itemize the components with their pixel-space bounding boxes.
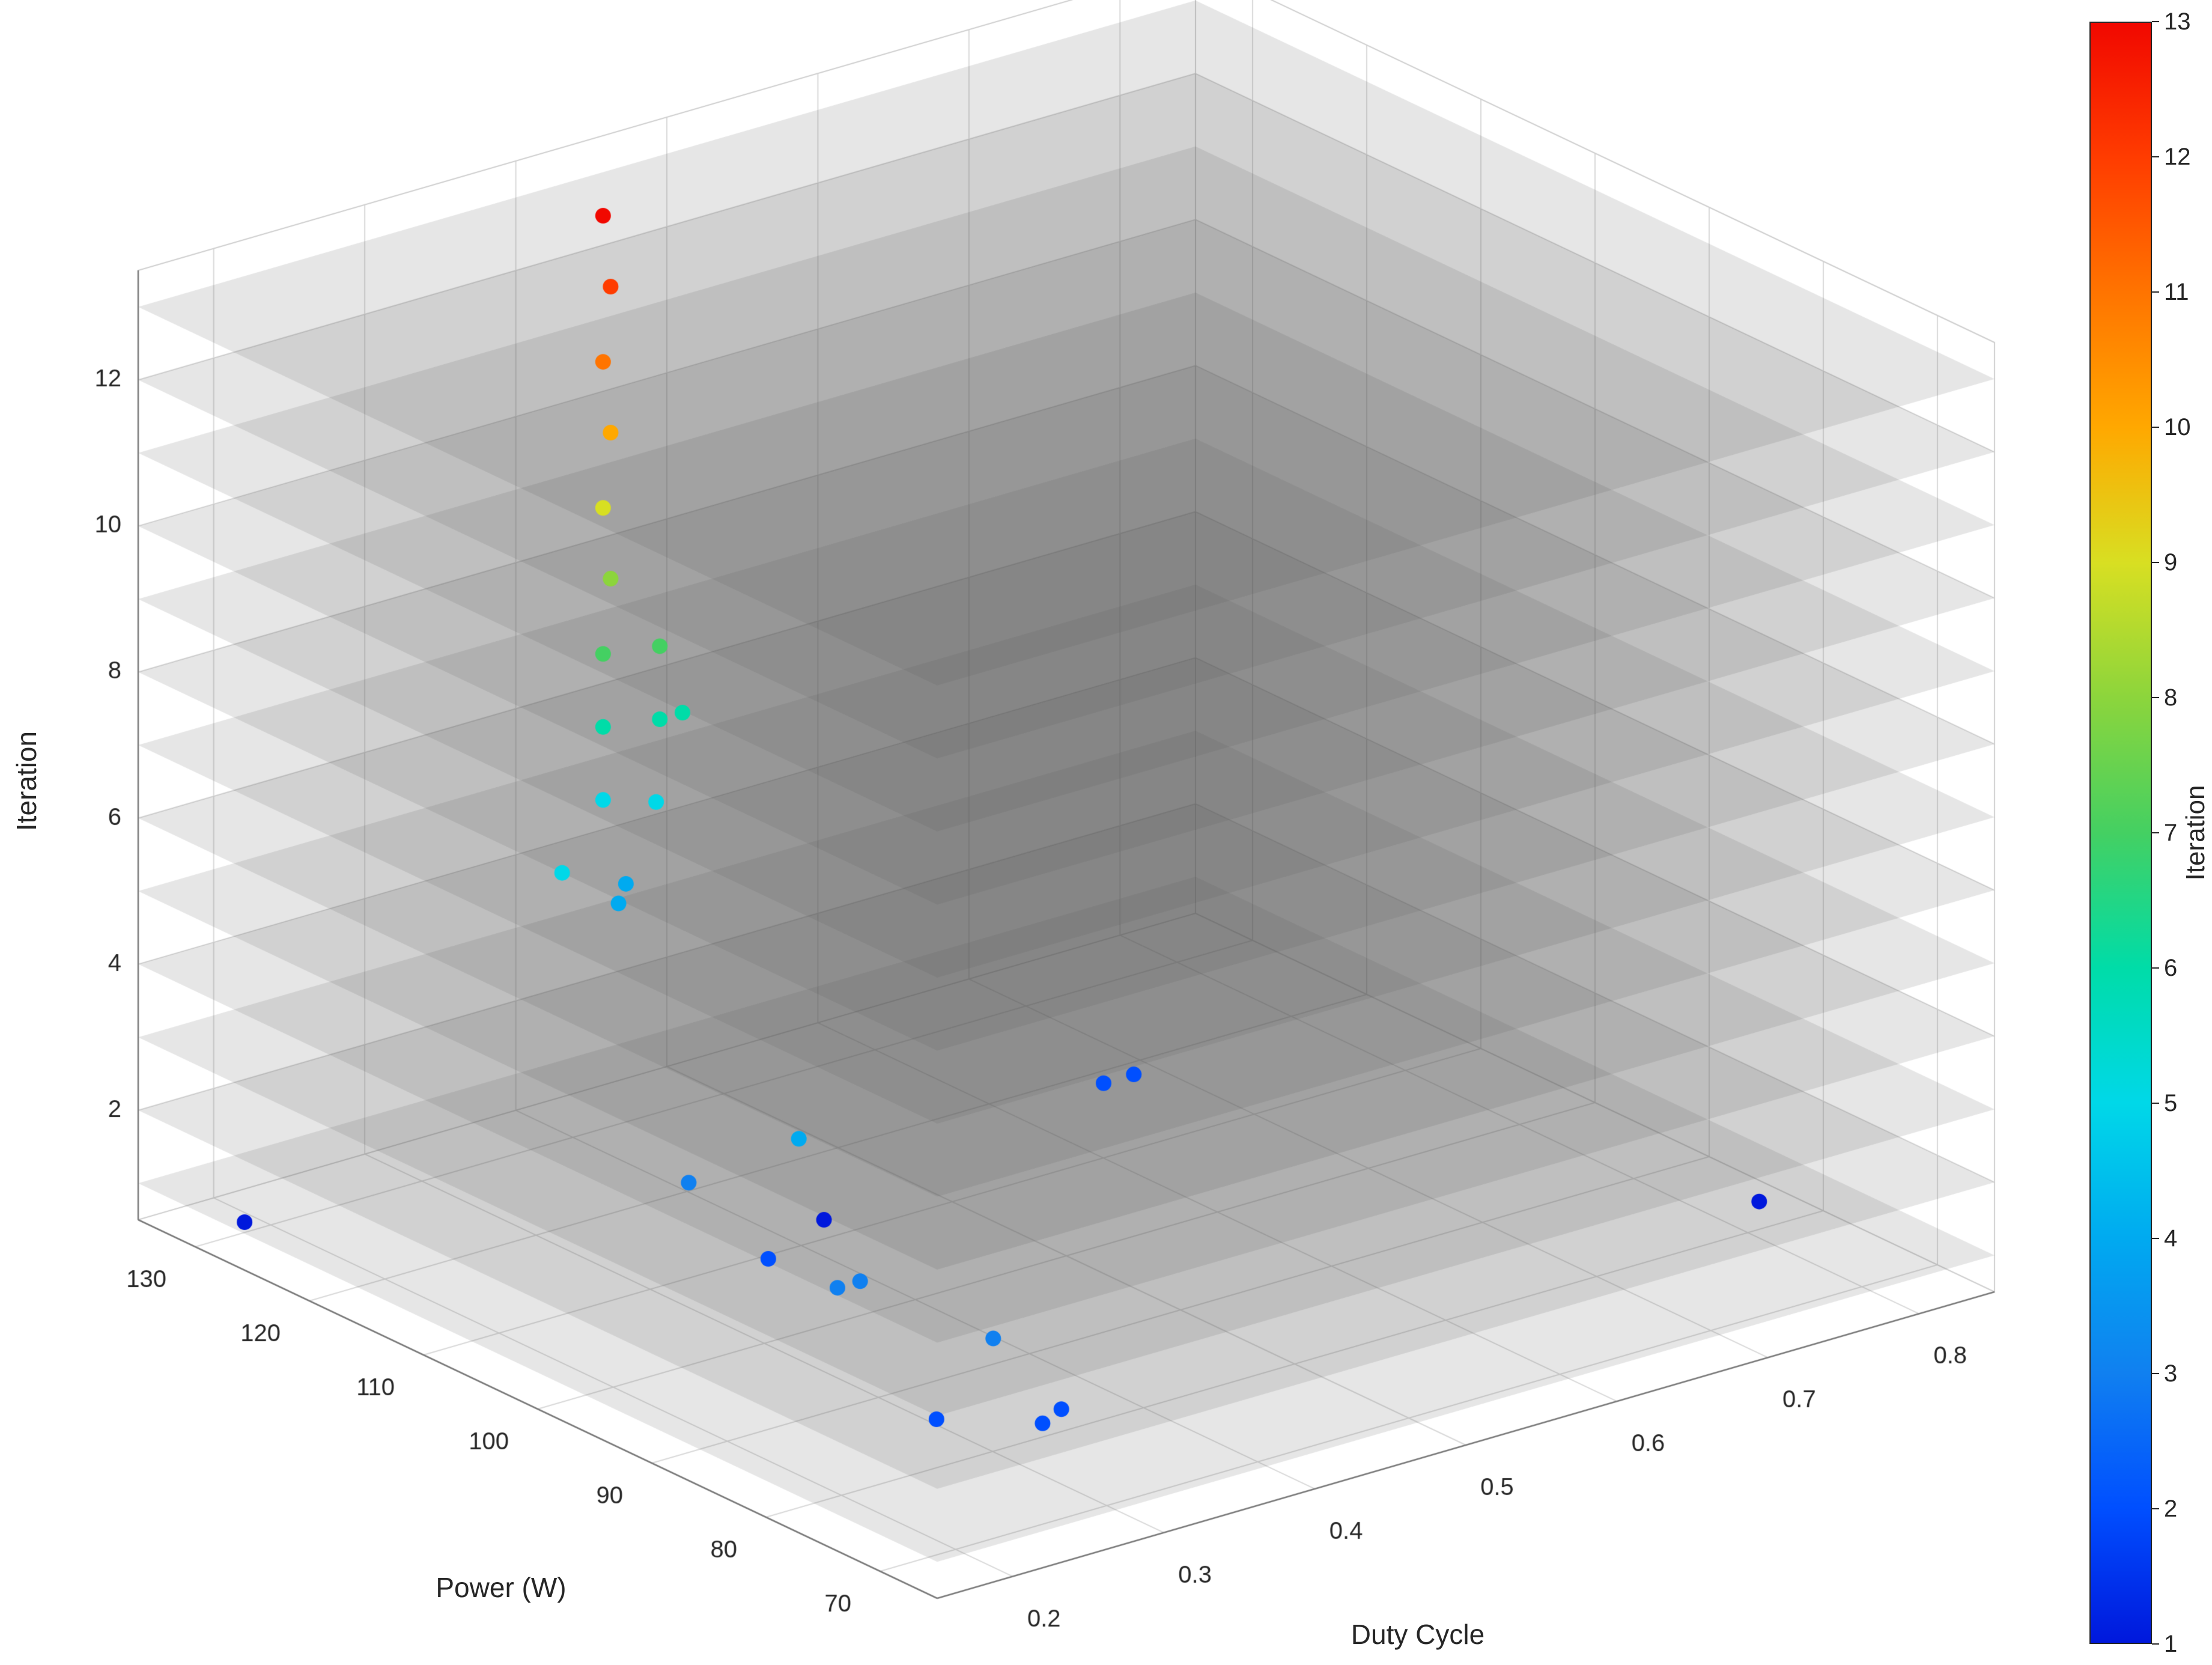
colorbar-tick-mark: [2152, 697, 2159, 698]
x-axis-label: Duty Cycle: [1351, 1619, 1485, 1650]
colorbar-gradient: [2089, 22, 2152, 1644]
colorbar-tick-label: 13: [2164, 8, 2191, 35]
colorbar-tick-label: 5: [2164, 1090, 2178, 1116]
colorbar-tick-mark: [2152, 1643, 2159, 1645]
colorbar-tick-label: 4: [2164, 1225, 2178, 1252]
colorbar-tick-label: 6: [2164, 955, 2178, 981]
colorbar-tick-mark: [2152, 1238, 2159, 1239]
colorbar-tick-label: 7: [2164, 820, 2178, 846]
colorbar-tick-mark: [2152, 291, 2159, 293]
z-axis-label: Iteration: [11, 731, 42, 832]
colorbar-tick-label: 10: [2164, 414, 2191, 440]
colorbar-tick-label: 9: [2164, 549, 2178, 576]
colorbar-tick-label: 12: [2164, 144, 2191, 170]
colorbar-tick-mark: [2152, 1373, 2159, 1374]
y-axis-label: Power (W): [436, 1572, 567, 1603]
colorbar-tick-mark: [2152, 562, 2159, 563]
colorbar-tick-label: 2: [2164, 1496, 2178, 1522]
colorbar-tick-mark: [2152, 1508, 2159, 1509]
colorbar-tick-label: 3: [2164, 1360, 2178, 1387]
colorbar-tick-mark: [2152, 1103, 2159, 1104]
colorbar-tick-mark: [2152, 21, 2159, 22]
colorbar-tick-mark: [2152, 156, 2159, 157]
colorbar-label: Iteration: [2181, 785, 2210, 881]
colorbar-tick-label: 11: [2164, 279, 2189, 305]
colorbar-tick-mark: [2152, 967, 2159, 969]
colorbar-tick-mark: [2152, 832, 2159, 833]
colorbar-tick-label: 1: [2164, 1631, 2178, 1657]
colorbar-tick-label: 8: [2164, 684, 2178, 711]
colorbar-tick-mark: [2152, 427, 2159, 428]
